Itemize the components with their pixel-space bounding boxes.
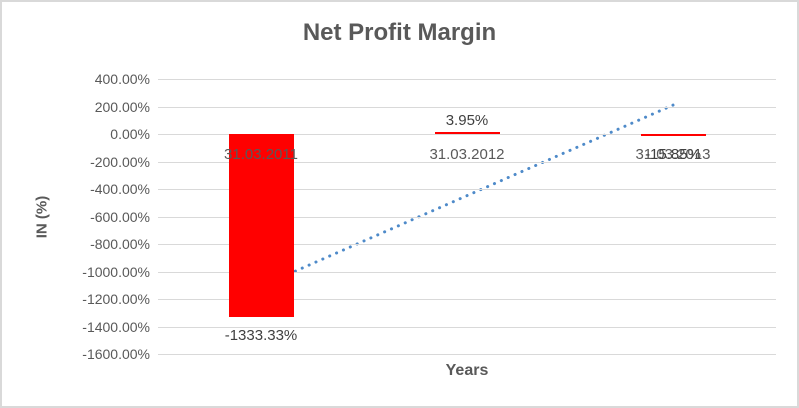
y-axis-tick-label: -1600.00% [82, 346, 150, 362]
x-axis-category-label: 31.03.2013 [635, 146, 711, 163]
data-label: 3.95% [445, 111, 489, 129]
y-axis-tick-label: 200.00% [94, 99, 150, 115]
gridline [158, 299, 776, 300]
bar-series-net-profit-margin [228, 134, 294, 318]
gridline [158, 272, 776, 273]
data-label: -1333.33% [224, 327, 298, 345]
gridline [158, 244, 776, 245]
y-axis-tick-label: 400.00% [94, 71, 150, 87]
gridline [158, 162, 776, 163]
y-axis-tick-label: 0.00% [110, 126, 150, 142]
gridline [158, 107, 776, 108]
chart-title: Net Profit Margin [302, 19, 497, 46]
gridline [158, 217, 776, 218]
x-axis-title: Years [445, 362, 489, 379]
gridline [158, 189, 776, 190]
y-axis-tick-label: -1400.00% [82, 319, 150, 335]
x-axis-category-label: 31.03.2012 [429, 146, 505, 163]
x-axis-category-label: 31.03.2011 [224, 146, 298, 163]
gridline [158, 354, 776, 355]
gridline [158, 327, 776, 328]
gridline [158, 134, 776, 135]
y-axis-tick-label: -600.00% [90, 209, 150, 225]
bar-series-net-profit-margin [640, 134, 706, 137]
y-axis-tick-label: -200.00% [90, 154, 150, 170]
y-axis-tick-label: -400.00% [90, 181, 150, 197]
y-axis-tick-label: -800.00% [90, 236, 150, 252]
y-axis-tick-label: -1200.00% [82, 291, 150, 307]
data-label: -15.85% [645, 146, 701, 164]
y-axis-tick-label: -1000.00% [82, 264, 150, 280]
gridline [158, 79, 776, 80]
bar-series-net-profit-margin [434, 132, 500, 134]
